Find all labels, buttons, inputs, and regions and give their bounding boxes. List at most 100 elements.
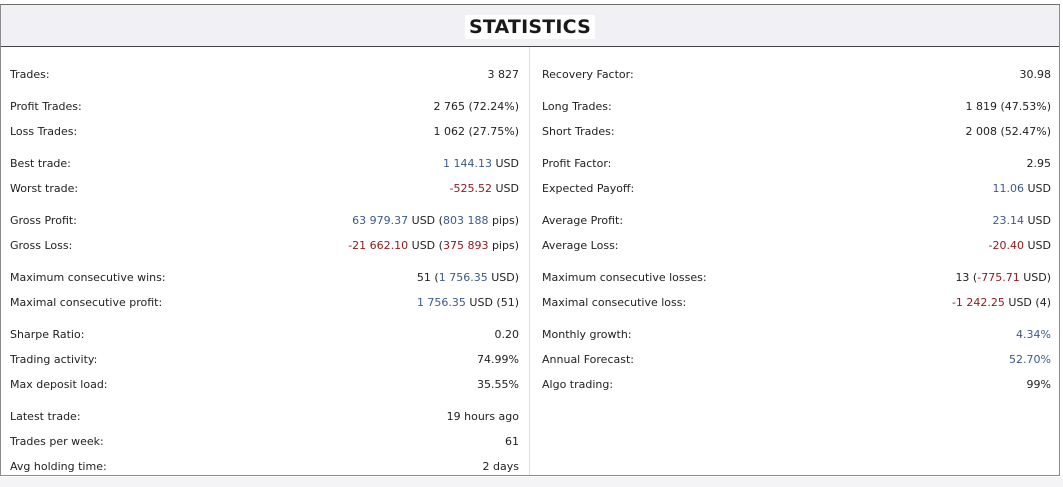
stat-value-amount: -1 242.25 (951, 296, 1005, 309)
stat-label: Profit Trades: (10, 100, 82, 113)
stat-label: Recovery Factor: (542, 68, 634, 81)
stat-label: Latest trade: (10, 410, 81, 423)
stat-value: 1 756.35 USD (51) (417, 293, 519, 313)
stat-label: Best trade: (10, 157, 71, 170)
stat-value-suffix: USD (1023, 239, 1051, 252)
stat-value: 99% (1026, 378, 1051, 391)
stat-label: Expected Payoff: (542, 182, 635, 195)
stat-value: 35.55% (477, 378, 519, 391)
stat-label: Worst trade: (10, 182, 79, 195)
stat-value-suffix: USD (491, 157, 519, 170)
stat-row-long-trades: Long Trades: 1 819 (47.53%) (530, 97, 1059, 117)
stat-value: 74.99% (477, 353, 519, 366)
stat-value-amount: 1 144.13 (443, 157, 492, 170)
stat-label: Monthly growth: (542, 328, 632, 341)
stat-row-maximal-consecutive-profit: Maximal consecutive profit: 1 756.35 USD … (1, 293, 529, 313)
stat-label: Sharpe Ratio: (10, 328, 85, 341)
stat-row-worst-trade: Worst trade: -525.52 USD (1, 179, 529, 199)
stat-row-short-trades: Short Trades: 2 008 (52.47%) (530, 122, 1059, 142)
stat-value-suffix: USD) (487, 271, 519, 284)
stat-value-amount: 1 756.35 (438, 271, 488, 284)
stat-value: 11.06 USD (992, 179, 1051, 199)
stat-label: Annual Forecast: (542, 353, 634, 366)
stat-value: 51 (1 756.35 USD) (417, 268, 519, 288)
page-title: STATISTICS (464, 15, 596, 39)
stat-label: Gross Profit: (10, 214, 77, 227)
statistics-header: STATISTICS (1, 5, 1059, 47)
stat-label: Maximal consecutive profit: (10, 296, 163, 309)
stat-row-latest-trade: Latest trade: 19 hours ago (1, 407, 529, 427)
stat-value: -525.52 USD (450, 179, 519, 199)
stat-value: 13 (-775.71 USD) (955, 268, 1051, 288)
stat-row-loss-trades: Loss Trades: 1 062 (27.75%) (1, 122, 529, 142)
stat-value-amount: 52.70% (1009, 353, 1051, 366)
stat-row-average-loss: Average Loss: -20.40 USD (530, 236, 1059, 256)
stat-row-trading-activity: Trading activity: 74.99% (1, 350, 529, 370)
stat-value-prefix: 51 ( (416, 271, 439, 284)
stat-label: Average Loss: (542, 239, 619, 252)
stat-value-suffix: USD (51) (465, 296, 519, 309)
stat-value-suffix: USD (4) (1004, 296, 1051, 309)
stat-row-gross-loss: Gross Loss: -21 662.10 USD (375 893 pips) (1, 236, 529, 256)
stat-value: -21 662.10 USD (375 893 pips) (348, 236, 519, 256)
stat-value: 2 008 (52.47%) (965, 125, 1051, 138)
stat-row-monthly-growth: Monthly growth: 4.34% (530, 325, 1059, 345)
stat-row-annual-forecast: Annual Forecast: 52.70% (530, 350, 1059, 370)
right-column: Recovery Factor: 30.98 Long Trades: 1 819 (… (530, 47, 1059, 475)
stat-value: 63 979.37 USD (803 188 pips) (352, 211, 519, 231)
stat-row-trades-per-week: Trades per week: 61 (1, 432, 529, 452)
stat-value-suffix: pips) (488, 239, 519, 252)
stat-value: 4.34% (1016, 325, 1051, 345)
stat-value-suffix: pips) (488, 214, 519, 227)
stat-label: Trades: (10, 68, 50, 81)
stat-value-amount: -20.40 (988, 239, 1024, 252)
left-column: Trades: 3 827 Profit Trades: 2 765 (72.24%)… (1, 47, 530, 475)
stat-value-suffix: USD (491, 182, 519, 195)
stat-value: 0.20 (494, 328, 520, 341)
stat-label: Trading activity: (10, 353, 98, 366)
stat-value: 19 hours ago (446, 410, 519, 423)
stat-label: Gross Loss: (10, 239, 73, 252)
stat-value-amount: 1 756.35 (416, 296, 466, 309)
stat-label: Algo trading: (542, 378, 614, 391)
stat-value-suffix: USD) (1019, 271, 1051, 284)
stat-value-amount: -525.52 (449, 182, 492, 195)
stat-row-profit-factor: Profit Factor: 2.95 (530, 154, 1059, 174)
stat-label: Maximum consecutive losses: (542, 271, 707, 284)
stat-row-max-deposit-load: Max deposit load: 35.55% (1, 375, 529, 395)
stat-value: 23.14 USD (992, 211, 1051, 231)
stat-label: Trades per week: (10, 435, 104, 448)
stat-label: Short Trades: (542, 125, 615, 138)
stat-row-recovery-factor: Recovery Factor: 30.98 (530, 65, 1059, 85)
stat-value-suffix: USD (1023, 214, 1051, 227)
stat-value-suffix: USD (1023, 182, 1051, 195)
stat-row-maximal-consecutive-loss: Maximal consecutive loss: -1 242.25 USD (… (530, 293, 1059, 313)
stat-row-trades: Trades: 3 827 (1, 65, 529, 85)
stat-label: Profit Factor: (542, 157, 612, 170)
stat-row-average-profit: Average Profit: 23.14 USD (530, 211, 1059, 231)
stat-label: Avg holding time: (10, 460, 107, 473)
stat-value-amount: 11.06 (992, 182, 1024, 195)
stat-value-amount: 63 979.37 (352, 214, 409, 227)
stat-value: 1 062 (27.75%) (433, 125, 519, 138)
stat-value: 2 days (482, 460, 519, 473)
stat-value-amount: -775.71 (977, 271, 1020, 284)
stat-label: Loss Trades: (10, 125, 78, 138)
stat-label: Maximal consecutive loss: (542, 296, 687, 309)
stat-value: 61 (505, 435, 519, 448)
stat-row-profit-trades: Profit Trades: 2 765 (72.24%) (1, 97, 529, 117)
stat-value: -20.40 USD (989, 236, 1051, 256)
stat-value: 1 144.13 USD (443, 154, 519, 174)
stat-row-avg-holding-time: Avg holding time: 2 days (1, 457, 529, 477)
stat-label: Average Profit: (542, 214, 624, 227)
stat-row-maximum-consecutive-losses: Maximum consecutive losses: 13 (-775.71 U… (530, 268, 1059, 288)
stat-row-expected-payoff: Expected Payoff: 11.06 USD (530, 179, 1059, 199)
stat-value-amount: -21 662.10 (348, 239, 409, 252)
stat-value-mid: USD ( (408, 214, 443, 227)
stat-value: 52.70% (1009, 350, 1051, 370)
stat-value: 2 765 (72.24%) (433, 100, 519, 113)
stat-value-pips: 375 893 (442, 239, 489, 252)
stat-row-sharpe-ratio: Sharpe Ratio: 0.20 (1, 325, 529, 345)
stat-value-amount: 23.14 (992, 214, 1024, 227)
stat-label: Maximum consecutive wins: (10, 271, 166, 284)
